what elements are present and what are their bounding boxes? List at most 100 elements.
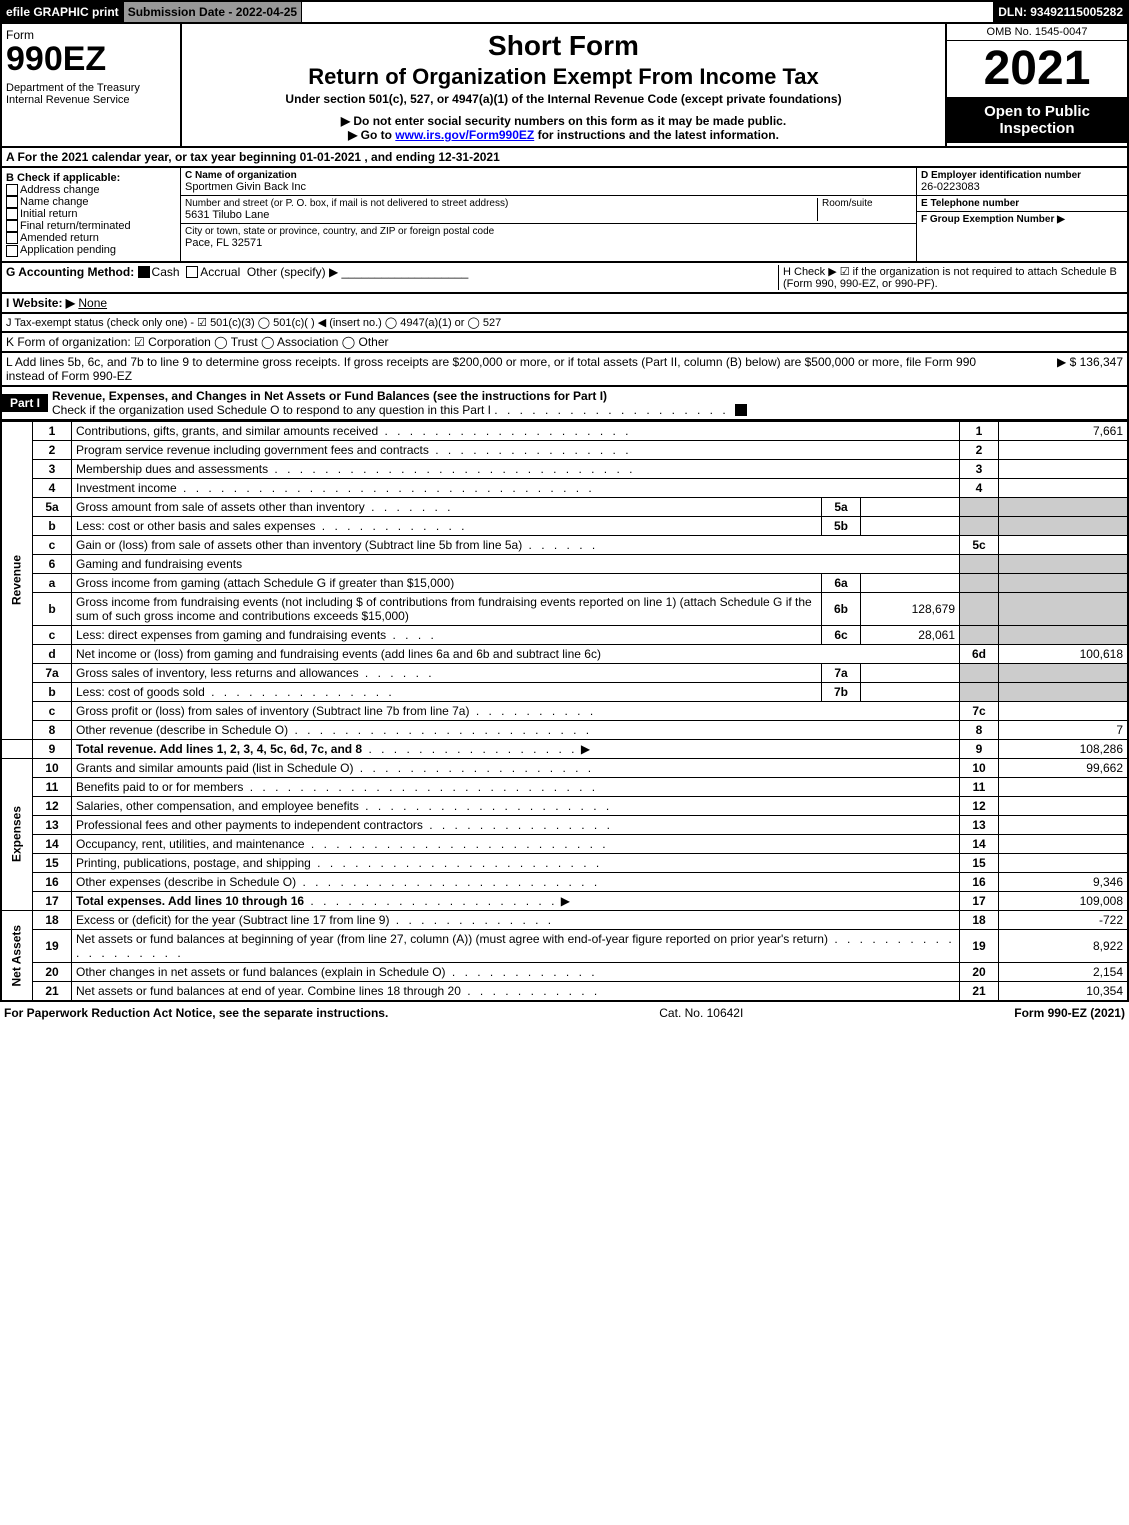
l-amount: ▶ $ 136,347 bbox=[1003, 355, 1123, 383]
section-b-label: B Check if applicable: bbox=[6, 172, 176, 184]
footer-center: Cat. No. 10642I bbox=[659, 1006, 743, 1020]
part1-table: Revenue 1 Contributions, gifts, grants, … bbox=[0, 421, 1129, 1002]
part1-subtitle: Check if the organization used Schedule … bbox=[52, 403, 491, 417]
subtitle-1: Under section 501(c), 527, or 4947(a)(1)… bbox=[186, 92, 941, 106]
title-return: Return of Organization Exempt From Incom… bbox=[186, 64, 941, 90]
org-addr: 5631 Tilubo Lane bbox=[185, 209, 817, 221]
section-g: G Accounting Method: Cash Accrual Other … bbox=[6, 265, 778, 290]
line15-text: Printing, publications, postage, and shi… bbox=[72, 853, 960, 872]
group-exempt-label: F Group Exemption Number ▶ bbox=[921, 214, 1123, 225]
section-g-h: G Accounting Method: Cash Accrual Other … bbox=[0, 263, 1129, 294]
line14-text: Occupancy, rent, utilities, and maintena… bbox=[72, 834, 960, 853]
g-accrual: Accrual bbox=[200, 265, 240, 279]
line19-text: Net assets or fund balances at beginning… bbox=[72, 929, 960, 962]
line7b-text: Less: cost of goods sold . . . . . . . .… bbox=[72, 682, 822, 701]
line12-text: Salaries, other compensation, and employ… bbox=[72, 796, 960, 815]
room-label: Room/suite bbox=[817, 198, 912, 221]
footer-right: Form 990-EZ (2021) bbox=[1014, 1006, 1125, 1020]
title-short-form: Short Form bbox=[186, 30, 941, 62]
subtitle-3: ▶ Go to www.irs.gov/Form990EZ for instru… bbox=[186, 128, 941, 142]
l-text: L Add lines 5b, 6c, and 7b to line 9 to … bbox=[6, 355, 1003, 383]
line16-text: Other expenses (describe in Schedule O) … bbox=[72, 872, 960, 891]
line10-amt: 99,662 bbox=[999, 758, 1129, 777]
topbar: efile GRAPHIC print Submission Date - 20… bbox=[0, 0, 1129, 24]
subtitle-2: ▶ Do not enter social security numbers o… bbox=[186, 114, 941, 128]
ein-label: D Employer identification number bbox=[921, 170, 1123, 181]
line13-text: Professional fees and other payments to … bbox=[72, 815, 960, 834]
opt-application-pending: Application pending bbox=[6, 244, 176, 256]
section-d: D Employer identification number 26-0223… bbox=[917, 168, 1127, 196]
section-i: I Website: ▶ None bbox=[0, 294, 1129, 314]
dept-label: Department of the Treasury bbox=[6, 82, 176, 94]
irs-link[interactable]: www.irs.gov/Form990EZ bbox=[395, 128, 534, 142]
section-k: K Form of organization: ☑ Corporation ◯ … bbox=[0, 333, 1129, 353]
tel-label: E Telephone number bbox=[921, 198, 1123, 209]
netassets-sidebar: Net Assets bbox=[1, 910, 33, 1001]
sub3-pre: ▶ Go to bbox=[348, 128, 395, 142]
line16-amt: 9,346 bbox=[999, 872, 1129, 891]
tax-year: 2021 bbox=[947, 41, 1127, 97]
form-header: Form 990EZ Department of the Treasury In… bbox=[0, 24, 1129, 148]
section-c: C Name of organization Sportmen Givin Ba… bbox=[181, 168, 917, 261]
ein-value: 26-0223083 bbox=[921, 181, 1123, 193]
line6d-text: Net income or (loss) from gaming and fun… bbox=[72, 644, 960, 663]
addr-label: Number and street (or P. O. box, if mail… bbox=[185, 198, 817, 209]
header-left: Form 990EZ Department of the Treasury In… bbox=[2, 24, 182, 146]
line6-text: Gaming and fundraising events bbox=[72, 554, 960, 573]
dln: DLN: 93492115005282 bbox=[994, 2, 1127, 22]
line6d-amt: 100,618 bbox=[999, 644, 1129, 663]
g-cash: Cash bbox=[152, 265, 180, 279]
line10-text: Grants and similar amounts paid (list in… bbox=[72, 758, 960, 777]
line19-amt: 8,922 bbox=[999, 929, 1129, 962]
org-name-row: C Name of organization Sportmen Givin Ba… bbox=[181, 168, 916, 196]
line18-amt: -722 bbox=[999, 910, 1129, 929]
opt-initial-return: Initial return bbox=[6, 208, 176, 220]
line4-text: Investment income . . . . . . . . . . . … bbox=[72, 478, 960, 497]
org-name: Sportmen Givin Back Inc bbox=[185, 181, 912, 193]
line6c-text: Less: direct expenses from gaming and fu… bbox=[72, 625, 822, 644]
schedule-o-check bbox=[735, 404, 747, 416]
page-footer: For Paperwork Reduction Act Notice, see … bbox=[0, 1002, 1129, 1024]
sub3-post: for instructions and the latest informat… bbox=[534, 128, 779, 142]
addr-row: Number and street (or P. O. box, if mail… bbox=[181, 196, 916, 224]
city-label: City or town, state or province, country… bbox=[185, 226, 912, 237]
line9-text: Total revenue. Add lines 1, 2, 3, 4, 5c,… bbox=[72, 739, 960, 758]
opt-name-change: Name change bbox=[6, 196, 176, 208]
efile-label: efile GRAPHIC print bbox=[2, 2, 124, 22]
org-city: Pace, FL 32571 bbox=[185, 237, 912, 249]
opt-address-change: Address change bbox=[6, 184, 176, 196]
section-l: L Add lines 5b, 6c, and 7b to line 9 to … bbox=[0, 353, 1129, 387]
info-block: B Check if applicable: Address change Na… bbox=[0, 168, 1129, 263]
irs-label: Internal Revenue Service bbox=[6, 94, 176, 106]
line8-text: Other revenue (describe in Schedule O) .… bbox=[72, 720, 960, 739]
line2-text: Program service revenue including govern… bbox=[72, 440, 960, 459]
section-b: B Check if applicable: Address change Na… bbox=[2, 168, 181, 261]
website-value: None bbox=[78, 296, 107, 310]
line5b-text: Less: cost or other basis and sales expe… bbox=[72, 516, 822, 535]
form-page: efile GRAPHIC print Submission Date - 20… bbox=[0, 0, 1129, 1024]
section-j: J Tax-exempt status (check only one) - ☑… bbox=[0, 314, 1129, 333]
header-right: OMB No. 1545-0047 2021 Open to Public In… bbox=[947, 24, 1127, 146]
section-e: E Telephone number bbox=[917, 196, 1127, 212]
line20-amt: 2,154 bbox=[999, 962, 1129, 981]
part1-label: Part I bbox=[2, 394, 48, 412]
i-label: I Website: ▶ bbox=[6, 296, 75, 310]
line17-amt: 109,008 bbox=[999, 891, 1129, 910]
part1-header: Part I Revenue, Expenses, and Changes in… bbox=[0, 387, 1129, 421]
line18-text: Excess or (deficit) for the year (Subtra… bbox=[72, 910, 960, 929]
line8-amt: 7 bbox=[999, 720, 1129, 739]
expenses-sidebar: Expenses bbox=[1, 758, 33, 910]
line20-text: Other changes in net assets or fund bala… bbox=[72, 962, 960, 981]
name-label: C Name of organization bbox=[185, 170, 912, 181]
line17-text: Total expenses. Add lines 10 through 16 … bbox=[72, 891, 960, 910]
opt-final-return: Final return/terminated bbox=[6, 220, 176, 232]
line1-text: Contributions, gifts, grants, and simila… bbox=[72, 421, 960, 440]
section-a: A For the 2021 calendar year, or tax yea… bbox=[0, 148, 1129, 168]
city-row: City or town, state or province, country… bbox=[181, 224, 916, 251]
open-inspection: Open to Public Inspection bbox=[947, 97, 1127, 143]
line11-text: Benefits paid to or for members . . . . … bbox=[72, 777, 960, 796]
line21-text: Net assets or fund balances at end of ye… bbox=[72, 981, 960, 1001]
form-number: 990EZ bbox=[6, 42, 176, 76]
line6a-text: Gross income from gaming (attach Schedul… bbox=[72, 573, 822, 592]
line21-amt: 10,354 bbox=[999, 981, 1129, 1001]
